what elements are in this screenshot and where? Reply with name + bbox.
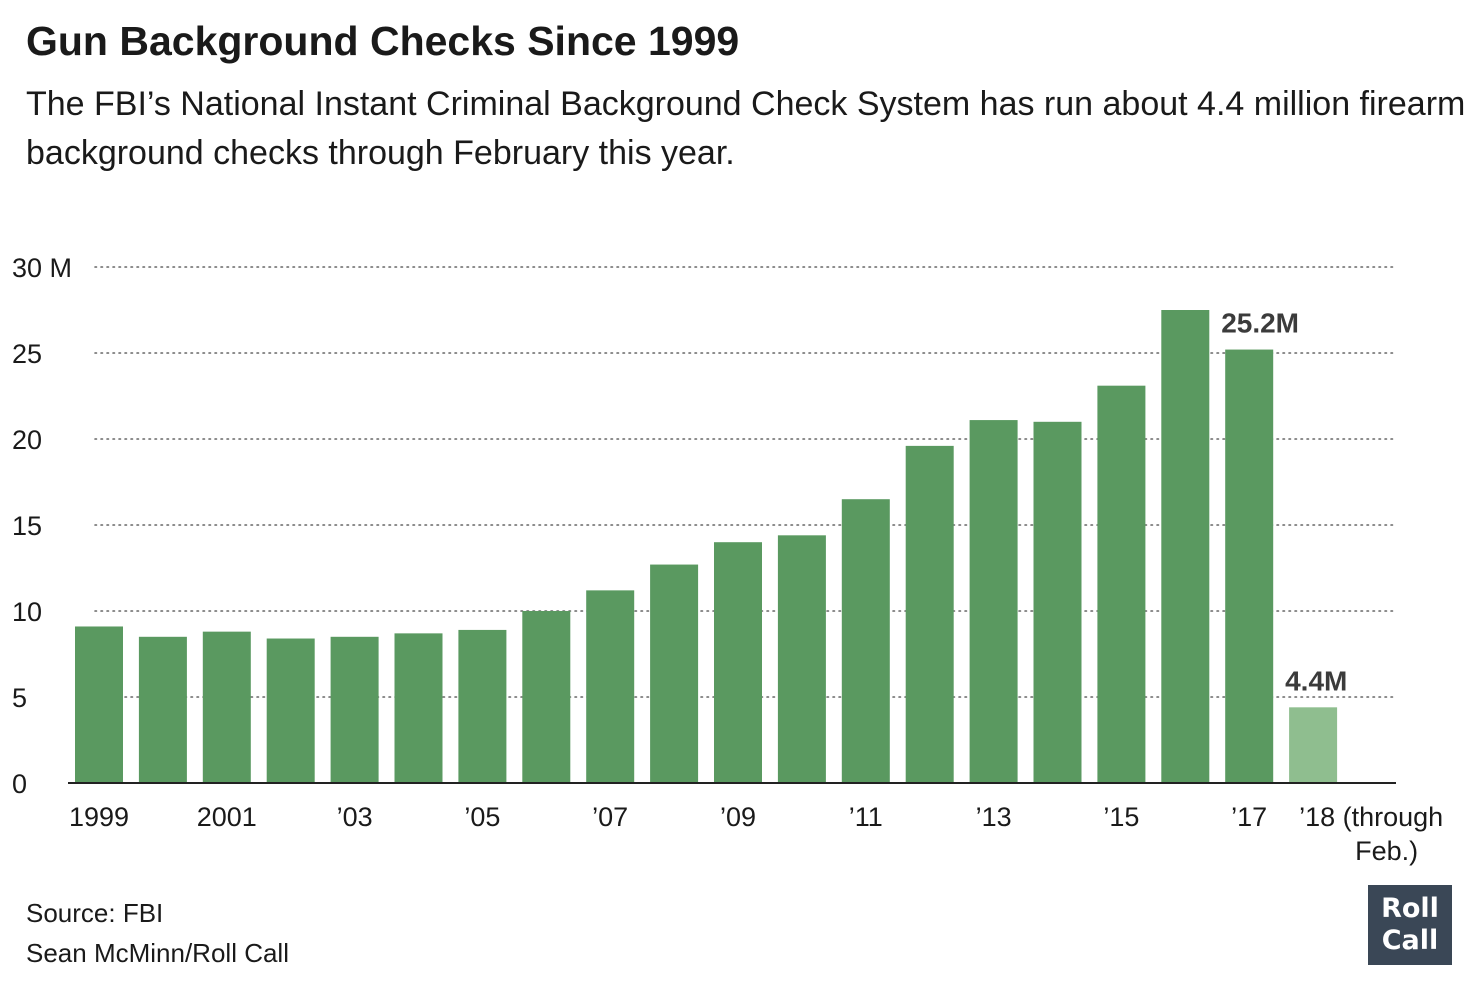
source-note: Source: FBI [26, 898, 164, 928]
x-tick-label: ’07 [592, 802, 628, 832]
bar [1161, 310, 1210, 783]
bar [777, 535, 826, 783]
data-label: 25.2M [1221, 308, 1299, 339]
x-tick-label: ’05 [464, 802, 500, 832]
bar-chart: 0 5 10 15 20 25 30 M 1999 2001 ’03 ’05 ’07 ’09 ’11 ’13… [12, 253, 1443, 866]
bar [394, 633, 443, 783]
x-tick-label: 2001 [197, 802, 257, 832]
bar [586, 590, 635, 783]
bar [75, 626, 123, 783]
y-tick-label: 20 [12, 425, 42, 455]
y-tick-label: 10 [12, 597, 42, 627]
y-tick-label: 15 [12, 511, 42, 541]
bar [1033, 421, 1082, 783]
bar [969, 420, 1018, 783]
x-tick-label: ’03 [337, 802, 373, 832]
y-tick-label: 30 M [12, 253, 72, 283]
x-tick-label: ’18 (through Feb.) [1299, 802, 1443, 866]
bar [522, 611, 571, 783]
logo-text-line1: Roll [1381, 893, 1439, 924]
bar [1225, 349, 1274, 783]
x-tick-label: ’13 [976, 802, 1012, 832]
roll-call-logo: Roll Call [1368, 885, 1452, 965]
chart-title: Gun Background Checks Since 1999 [26, 18, 740, 64]
y-tick-label: 25 [12, 339, 42, 369]
x-tick-label: ’17 [1231, 802, 1267, 832]
bar [458, 629, 507, 783]
credit-note: Sean McMinn/Roll Call [26, 938, 289, 968]
x-tick-label: 1999 [69, 802, 129, 832]
x-tick-label: ’15 [1103, 802, 1139, 832]
logo-text-line2: Call [1381, 925, 1439, 956]
x-tick-label: ’09 [720, 802, 756, 832]
chart-subtitle: The FBI’s National Instant Criminal Back… [26, 85, 1466, 172]
y-tick-label: 0 [12, 769, 27, 799]
data-label: 4.4M [1285, 665, 1347, 696]
bar [1097, 385, 1146, 783]
bar [138, 636, 187, 783]
bar [1289, 707, 1338, 783]
bar [266, 638, 315, 783]
bar [714, 542, 762, 783]
bar [202, 631, 251, 783]
bar [330, 636, 379, 783]
x-tick-label: ’11 [849, 802, 883, 832]
bar [650, 564, 699, 783]
bar [841, 499, 890, 783]
y-tick-label: 5 [12, 683, 27, 713]
bar [905, 445, 954, 783]
